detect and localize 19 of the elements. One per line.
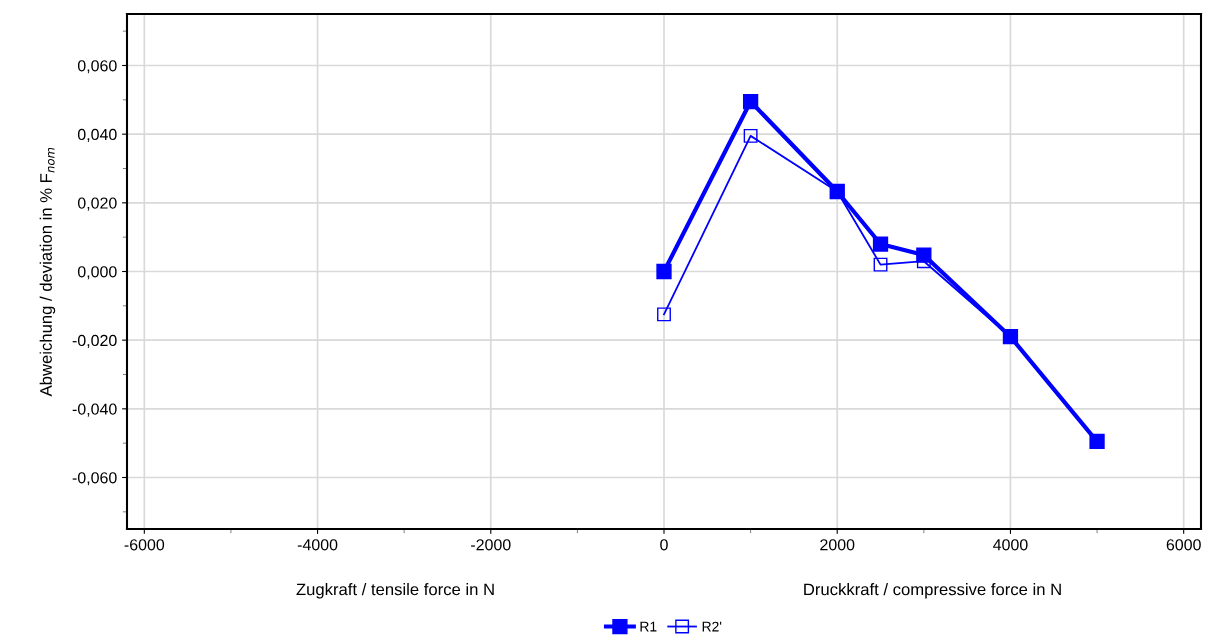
x-tick-label: 6000 <box>1166 539 1201 551</box>
text: Zugkraft / tensile force in N <box>296 583 494 599</box>
y-tick-label: 0,000 <box>77 266 117 280</box>
legend-label: R2' <box>702 621 722 632</box>
y-tick-label: 0,060 <box>77 60 117 74</box>
x-tick-label: -6000 <box>124 539 165 551</box>
x-tick-label: -2000 <box>471 539 511 551</box>
x-tick-label: 4000 <box>993 539 1028 551</box>
y-tick-label: 0,040 <box>77 128 117 142</box>
y-tick-label: 0,020 <box>77 197 117 211</box>
y-tick-label: -0,040 <box>72 403 117 417</box>
x-tick-label: 0 <box>660 539 668 551</box>
x-tick-label: 2000 <box>820 539 855 551</box>
text: Druckkraft / compressive force in N <box>804 583 1061 599</box>
x-tick-label: -4000 <box>297 539 338 551</box>
y-tick-label: -0,060 <box>72 472 117 486</box>
y-axis-title: Abweichung / deviation in % F$_{nom}$ <box>39 147 56 397</box>
legend-label: R1 <box>640 621 657 632</box>
y-tick-label: -0,020 <box>72 334 117 348</box>
